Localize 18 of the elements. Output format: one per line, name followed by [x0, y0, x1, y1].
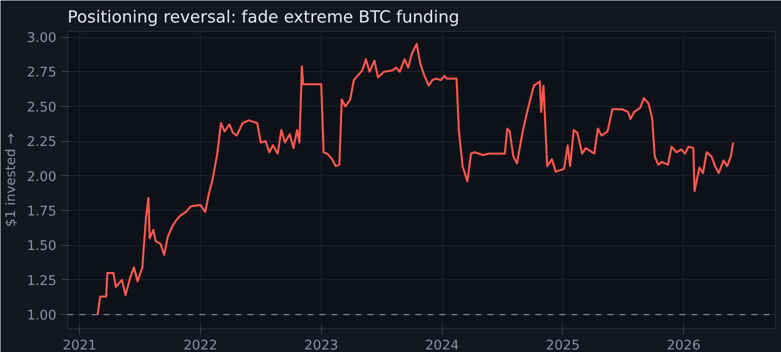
- y-tick-label: 1.50: [26, 239, 57, 254]
- y-tick-label: 2.75: [26, 66, 57, 81]
- x-tick-label: 2025: [546, 338, 580, 352]
- chart-title: Positioning reversal: fade extreme BTC funding: [68, 8, 460, 26]
- y-tick-label: 3.00: [26, 31, 57, 46]
- y-tick-label: 1.00: [26, 308, 57, 324]
- x-tick-label: 2023: [304, 338, 338, 352]
- y-tick-label: 1.25: [26, 274, 57, 289]
- x-tick-label: 2021: [62, 338, 97, 352]
- y-tick-label: 2.00: [26, 170, 57, 185]
- line-series: [96, 42, 734, 316]
- y-axis-title: $1 invested →: [4, 133, 19, 227]
- y-tick-label: 2.25: [26, 135, 57, 150]
- y-tick-label: 2.50: [26, 100, 57, 116]
- x-tick-label: 2022: [183, 338, 218, 352]
- y-tick-label: 1.75: [26, 204, 57, 220]
- x-tick-label: 2024: [425, 338, 459, 352]
- x-tick-label: 2026: [666, 338, 701, 352]
